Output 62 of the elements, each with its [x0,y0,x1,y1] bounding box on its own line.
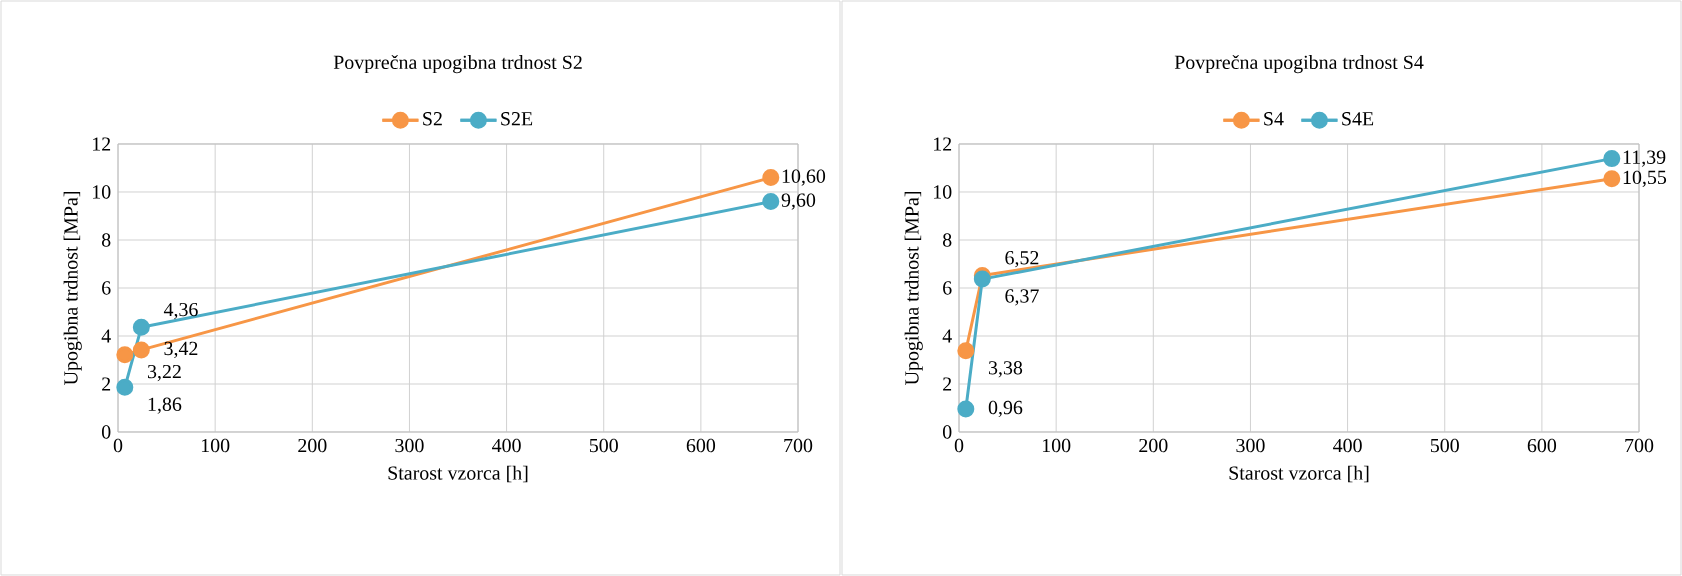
point [132,318,150,336]
y-tick-label: 6 [943,281,952,295]
data-label: 3,22 [147,364,181,382]
y-tick-label: 10 [93,185,111,199]
x-tick-label: 100 [201,438,230,453]
data-label: 0,96 [988,400,1023,418]
legend-label: S2E [501,112,533,126]
data-label: 4,36 [163,302,198,320]
y-tick-label: 0 [942,425,952,439]
x-tick-label: 200 [1139,438,1168,453]
chart-title: Povprečna upogibna trdnost S2 [333,55,582,74]
x-tick-label: 500 [589,438,618,453]
x-tick-label: 0 [954,438,964,453]
x-tick-label: 200 [298,438,327,453]
data-label: 3,42 [164,341,198,359]
x-tick-label: 700 [1625,438,1654,453]
point [1603,170,1621,188]
x-tick-label: 600 [686,438,716,453]
data-label: 11,39 [1623,150,1666,167]
legend-label: S4E [1342,112,1374,126]
y-tick-label: 4 [101,329,111,343]
y-tick-label: 8 [101,233,111,247]
legend-label: S2 [423,112,442,126]
data-label: 10,60 [782,169,826,186]
x-tick-label: 300 [395,438,424,453]
y-tick-label: 6 [102,281,111,295]
x-tick-label: 700 [784,438,813,453]
point [957,400,975,418]
y-tick-label: 10 [934,185,952,199]
y-tick-label: 12 [93,137,111,151]
point [762,193,780,211]
data-label: 1,86 [148,397,182,414]
chart-title: Povprečna upogibna trdnost S4 [1174,55,1424,74]
data-label: 6,37 [1005,289,1039,306]
x-tick-label: 600 [1527,438,1557,453]
y-axis-title: Upogibna trdnost [MPa] [63,192,82,385]
point [116,346,134,364]
x-tick-label: 400 [492,438,521,453]
y-tick-label: 2 [102,377,111,391]
x-axis-title: Starost vzorca [h] [388,465,528,483]
y-tick-label: 12 [934,137,952,151]
point [132,341,150,359]
point [1603,150,1621,168]
x-tick-label: 300 [1236,438,1265,453]
data-label: 10,55 [1623,170,1667,187]
legend-label: S4 [1264,112,1284,126]
y-tick-label: 2 [943,377,952,391]
data-label: 3,38 [988,361,1023,378]
y-tick-label: 0 [101,425,111,439]
y-tick-label: 4 [942,329,952,343]
x-tick-label: 400 [1333,438,1362,453]
x-tick-label: 100 [1042,438,1071,453]
y-tick-label: 8 [942,233,952,247]
point [957,342,975,360]
point [116,378,134,396]
x-axis-title: Starost vzorca [h] [1229,465,1369,483]
point [762,169,780,187]
y-axis-title: Upogibna trdnost [MPa] [904,192,923,385]
x-tick-label: 0 [113,438,123,453]
data-label: 9,60 [781,193,816,210]
x-tick-label: 500 [1430,438,1459,453]
data-label: 6,52 [1005,251,1039,268]
